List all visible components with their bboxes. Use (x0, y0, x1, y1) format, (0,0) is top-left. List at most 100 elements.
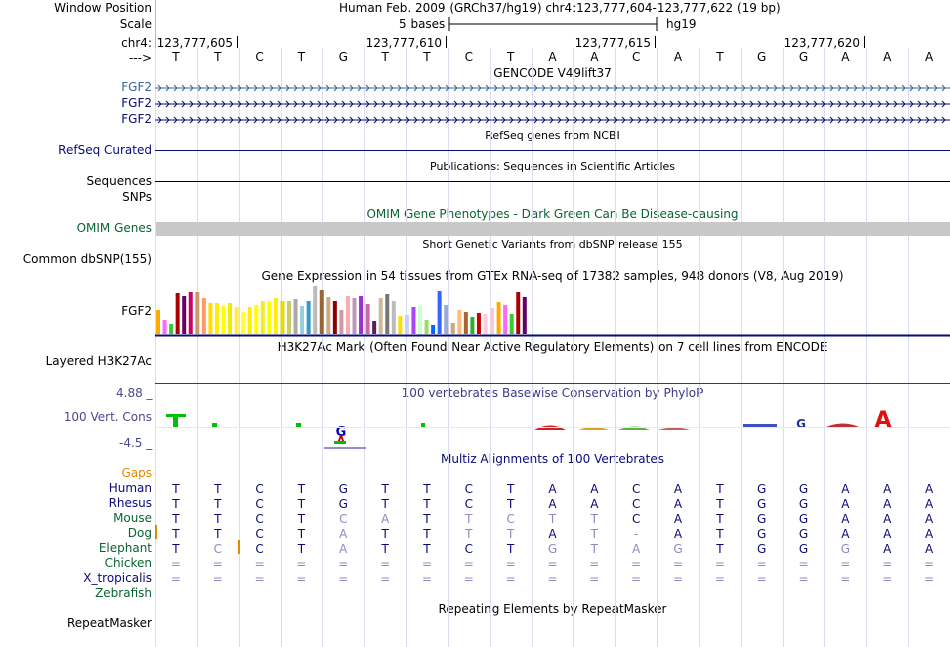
refseq-label[interactable]: RefSeq Curated (58, 143, 152, 157)
gencode-gene-2[interactable]: FGF2 (121, 96, 152, 110)
gtex-tissue-bar (365, 304, 370, 334)
alignment-base: A (590, 482, 599, 496)
strand-label: ---> (128, 51, 152, 65)
alignment-base: C (632, 497, 640, 511)
alignment-base: = (924, 572, 934, 586)
h3k27ac-label[interactable]: Layered H3K27Ac (45, 354, 152, 368)
publications-title[interactable]: Publications: Sequences in Scientific Ar… (430, 160, 675, 173)
dbsnp-label[interactable]: Common dbSNP(155) (22, 252, 152, 266)
phylop-logo-T-stem (173, 414, 178, 427)
phylop-underline (324, 447, 366, 449)
alignment-base: = (799, 572, 809, 586)
snps-label[interactable]: SNPs (122, 190, 152, 204)
gtex-tissue-bar (169, 324, 174, 334)
phylop-logo-A: A (337, 434, 346, 447)
alignment-base: = (757, 572, 767, 586)
phylop-logo-small (658, 427, 690, 430)
gencode-gene-1[interactable]: FGF2 (121, 80, 152, 94)
repeatmasker-label[interactable]: RepeatMasker (66, 616, 152, 630)
phylop-logo-small (826, 423, 859, 427)
species-label-chicken[interactable]: Chicken (104, 556, 152, 570)
phylop-title[interactable]: 100 vertebrates Basewise Conservation by… (401, 386, 704, 400)
species-label-dog[interactable]: Dog (127, 526, 152, 540)
alignment-base: = (631, 572, 641, 586)
gtex-gene-label[interactable]: FGF2 (121, 304, 152, 318)
omim-title[interactable]: OMIM Gene Phenotypes - Dark Green Can Be… (366, 207, 739, 221)
reference-base: G (757, 50, 766, 64)
alignment-base: T (715, 512, 724, 526)
alignment-base: T (590, 527, 599, 541)
alignment-base: = (547, 572, 557, 586)
phylop-label[interactable]: 100 Vert. Cons (63, 410, 152, 424)
alignment-base: T (171, 512, 180, 526)
gtex-tissue-bar (287, 301, 291, 334)
alignment-base: G (799, 512, 808, 526)
alignment-base: = (380, 557, 390, 571)
alignment-base: = (506, 557, 516, 571)
alignment-base: = (213, 572, 223, 586)
alignment-base: C (339, 512, 347, 526)
alignment-base: T (506, 497, 515, 511)
alignment-base: A (883, 542, 892, 556)
alignment-base: = (589, 572, 599, 586)
alignment-base: = (715, 557, 725, 571)
multiz-title[interactable]: Multiz Alignments of 100 Vertebrates (440, 452, 665, 466)
alignment-base: T (171, 482, 180, 496)
gtex-tissue-bar (182, 296, 187, 334)
species-label-x_tropicalis[interactable]: X_tropicalis (83, 571, 152, 585)
phylop-mark (212, 423, 217, 427)
species-label-mouse[interactable]: Mouse (113, 511, 152, 525)
reference-base: C (255, 50, 263, 64)
alignment-base: A (590, 497, 599, 511)
alignment-base: T (213, 482, 222, 496)
alignment-base: C (465, 497, 473, 511)
scale-value: 5 bases (399, 17, 446, 31)
alignment-base: A (925, 512, 934, 526)
gtex-tissue-bar (313, 286, 318, 334)
scale-assembly: hg19 (666, 17, 697, 31)
gtex-tissue-bar (509, 314, 514, 334)
reference-base: T (422, 50, 431, 64)
gencode-title[interactable]: GENCODE V49lift37 (493, 66, 612, 80)
gap-marker (155, 525, 157, 539)
species-label-human[interactable]: Human (108, 481, 152, 495)
species-label-rhesus[interactable]: Rhesus (108, 496, 152, 510)
alignment-base: A (339, 542, 348, 556)
phylop-logo-G: G (336, 425, 347, 440)
alignment-base: G (339, 497, 348, 511)
reference-base: T (297, 50, 306, 64)
species-label-elephant[interactable]: Elephant (98, 541, 152, 555)
gtex-tissue-bar (398, 316, 403, 334)
alignment-base: G (339, 482, 348, 496)
reference-base: T (506, 50, 515, 64)
alignment-base: T (297, 497, 306, 511)
alignment-base: T (506, 527, 515, 541)
gtex-tissue-bar (411, 307, 416, 334)
repeatmasker-title[interactable]: Repeating Elements by RepeatMasker (438, 602, 667, 616)
dbsnp-title[interactable]: Short Genetic Variants from dbSNP releas… (422, 238, 683, 251)
alignment-base: = (422, 557, 432, 571)
gtex-tissue-bar (404, 315, 409, 334)
gencode-gene-3[interactable]: FGF2 (121, 112, 152, 126)
alignment-base: = (296, 572, 306, 586)
alignment-base: G (799, 497, 808, 511)
alignment-base: A (339, 527, 348, 541)
gtex-tissue-bar (496, 302, 501, 334)
publications-label[interactable]: Sequences (86, 174, 152, 188)
omim-label[interactable]: OMIM Genes (76, 221, 152, 235)
gtex-tissue-bar (280, 301, 285, 334)
gtex-tissue-bar (260, 301, 265, 334)
alignment-base: T (548, 512, 557, 526)
species-label-zebrafish[interactable]: Zebrafish (95, 586, 152, 600)
alignment-base: C (506, 512, 514, 526)
gtex-tissue-bar (516, 292, 521, 334)
gtex-tissue-bar (359, 296, 364, 334)
alignment-base: C (632, 512, 640, 526)
alignment-base: C (255, 527, 263, 541)
refseq-title[interactable]: RefSeq genes from NCBI (485, 129, 620, 142)
gtex-tissue-bar (273, 298, 278, 334)
alignment-base: G (757, 497, 766, 511)
h3k27ac-title[interactable]: H3K27Ac Mark (Often Found Near Active Re… (277, 340, 828, 354)
alignment-base: = (673, 572, 683, 586)
